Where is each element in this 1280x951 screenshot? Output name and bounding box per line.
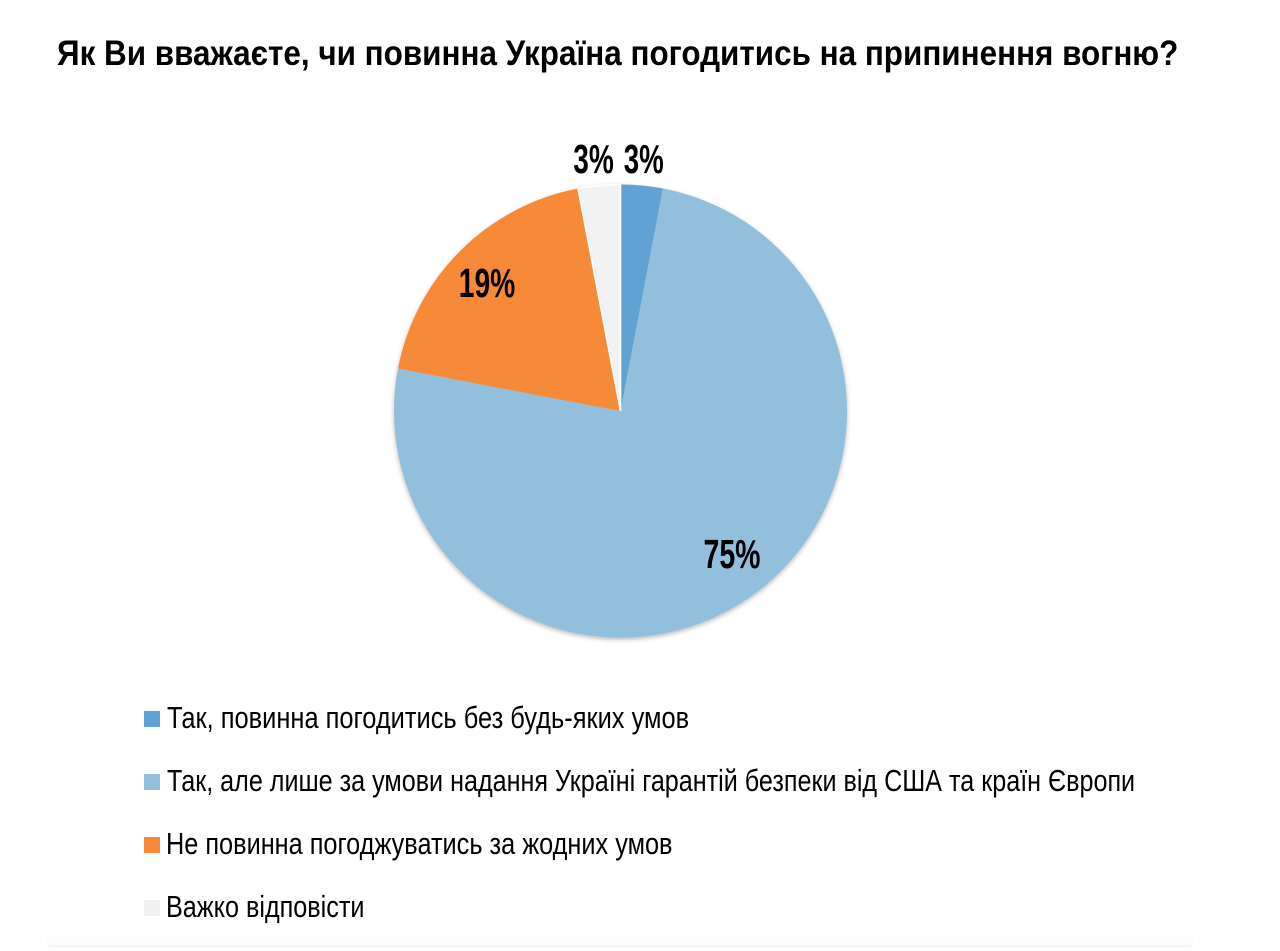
svg-text:75%: 75% [704,531,761,577]
svg-text:19%: 19% [459,260,516,306]
svg-text:3%: 3% [573,136,614,182]
svg-text:3%: 3% [624,136,664,182]
